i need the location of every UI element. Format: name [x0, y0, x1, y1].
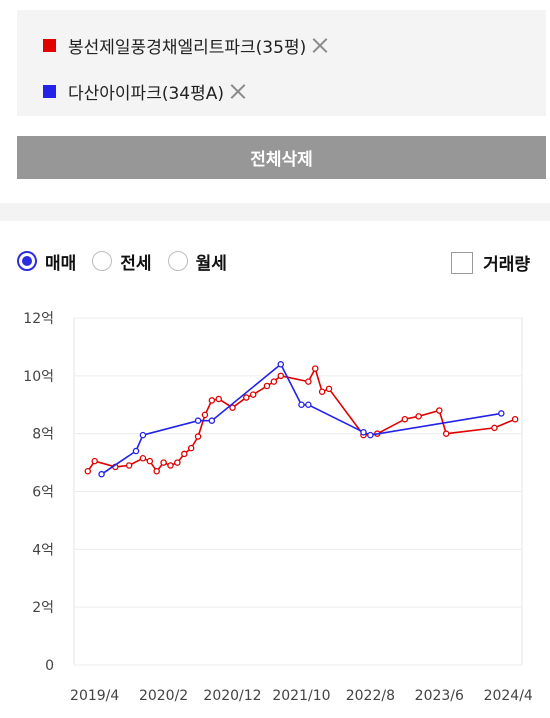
data-point	[132, 447, 140, 455]
data-point	[187, 444, 195, 452]
compare-item-2: 다산아이파크(34평A)	[43, 78, 246, 104]
y-tick-label: 2억	[32, 600, 54, 616]
data-point	[367, 431, 374, 439]
radio-circle-icon[interactable]	[92, 251, 113, 271]
data-point	[436, 407, 443, 414]
volume-checkbox[interactable]	[451, 251, 474, 274]
x-tick-label: 2019/4	[70, 688, 119, 704]
data-point	[491, 424, 498, 432]
data-point	[181, 450, 188, 458]
y-tick-label: 0	[45, 658, 54, 674]
radio-label: 월세	[195, 253, 227, 274]
data-point	[84, 468, 92, 475]
series-color-swatch	[43, 84, 56, 98]
radio-circle-icon[interactable]	[167, 251, 188, 271]
data-point	[139, 431, 147, 439]
radio-label: 전세	[120, 253, 152, 274]
series-color-swatch	[43, 38, 56, 52]
data-point	[201, 411, 209, 419]
data-point	[167, 462, 174, 469]
radio-label: 매매	[45, 253, 77, 274]
chart-grid	[73, 317, 523, 666]
data-point	[277, 372, 285, 380]
data-point	[305, 401, 312, 409]
compare-item-name: 다산아이파크(34평A)	[68, 83, 225, 104]
x-tick-label: 2020/12	[203, 688, 261, 704]
radio-monthly-rent[interactable]: 월세	[167, 249, 227, 274]
data-point	[146, 457, 154, 465]
data-point	[415, 413, 422, 420]
data-point	[208, 397, 216, 404]
data-point	[208, 417, 216, 424]
data-point	[270, 378, 278, 385]
x-tick-label: 2024/4	[484, 688, 533, 704]
trade-type-selector: 매매 전세 월세	[17, 248, 243, 274]
section-divider	[0, 203, 550, 221]
x-tick-label: 2023/6	[415, 688, 464, 704]
price-chart: 0 2억 4억 6억 8억 10억 12억 2019/4 2020/2 2020/12 2021/…	[23, 311, 533, 704]
compare-item-1: 봉선제일풍경채엘리트파크(35평)	[43, 32, 328, 58]
data-point	[194, 433, 202, 440]
data-point	[442, 430, 450, 437]
volume-toggle[interactable]: 거래량	[451, 250, 530, 275]
data-point	[91, 457, 98, 465]
close-icon[interactable]	[230, 83, 246, 99]
data-point	[174, 459, 181, 466]
data-point	[401, 415, 409, 423]
compare-panel: 봉선제일풍경채엘리트파크(35평) 다산아이파크(34평A)	[17, 10, 546, 116]
series-1	[84, 365, 519, 475]
y-axis-ticks: 0 2억 4억 6억 8억 10억 12억	[23, 311, 54, 674]
data-point	[229, 404, 236, 411]
data-point	[263, 382, 271, 390]
data-point	[305, 378, 312, 385]
x-tick-label: 2022/8	[346, 688, 395, 704]
x-tick-label: 2021/10	[272, 688, 330, 704]
radio-sale[interactable]: 매매	[17, 249, 76, 274]
data-point	[277, 361, 285, 368]
data-point	[215, 395, 222, 403]
data-point	[311, 365, 319, 372]
y-tick-label: 4억	[32, 542, 54, 558]
data-point	[360, 428, 367, 436]
data-point	[153, 468, 160, 475]
compare-item-name: 봉선제일풍경채엘리트파크(35평)	[68, 37, 307, 58]
y-tick-label: 6억	[32, 485, 54, 501]
series-line	[87, 366, 516, 473]
data-point	[498, 410, 505, 417]
chart-series	[84, 361, 519, 478]
data-point	[249, 391, 257, 398]
y-tick-label: 10억	[23, 369, 54, 385]
data-point	[139, 454, 147, 462]
y-tick-label: 12억	[23, 311, 54, 327]
close-icon[interactable]	[312, 37, 328, 53]
radio-circle-icon[interactable]	[17, 251, 37, 271]
data-point	[298, 401, 305, 409]
data-point	[325, 385, 333, 393]
delete-all-button[interactable]: 전체삭제	[17, 136, 546, 179]
volume-label: 거래량	[483, 255, 530, 275]
data-point	[125, 462, 133, 469]
radio-jeonse[interactable]: 전세	[92, 249, 152, 274]
series-2	[98, 361, 505, 478]
data-point	[243, 394, 250, 401]
data-point	[98, 470, 105, 478]
data-point	[194, 417, 202, 424]
x-axis-ticks: 2019/4 2020/2 2020/12 2021/10 2022/8 2023/6 20…	[70, 688, 533, 704]
data-point	[511, 415, 519, 423]
x-tick-label: 2020/2	[139, 688, 188, 704]
y-tick-label: 8억	[32, 427, 54, 443]
data-point	[160, 459, 167, 466]
data-point	[318, 388, 326, 395]
